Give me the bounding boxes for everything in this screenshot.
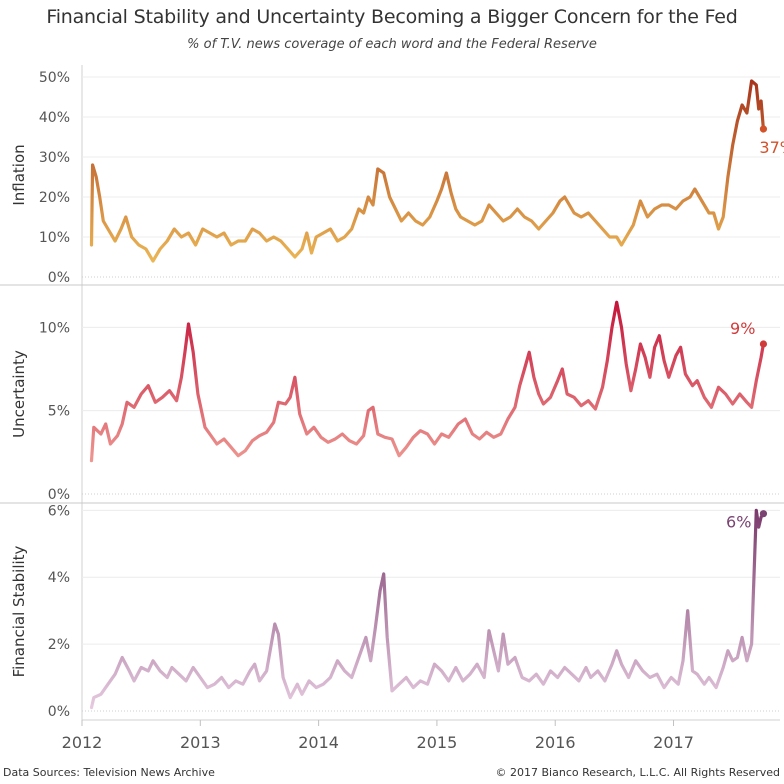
y-axis-label: Uncertainty: [10, 350, 28, 438]
panel-uncertainty: 0% 5% 10% Uncertainty 9%: [0, 284, 784, 503]
y-tick-label: 0%: [48, 704, 70, 720]
x-tick-label: 2017: [653, 733, 694, 752]
y-tick-label: 30%: [39, 150, 70, 166]
y-tick-label: 6%: [48, 503, 70, 519]
panels-layer: 0% 10% 20% 30% 40% 50% Inflation 37% 0% 5% 10% Unce…: [0, 65, 784, 720]
y-axis-label: Financial Stability: [10, 545, 28, 677]
series-line-inflation: [89, 79, 765, 263]
panel-financial-stability: 0% 2% 4% 6% Financial Stability 6%: [0, 502, 784, 720]
x-tick-label: 2014: [298, 733, 339, 752]
series-end-label: 6%: [726, 513, 751, 532]
y-tick-label: 20%: [39, 190, 70, 206]
x-tick-label: 2012: [62, 733, 103, 752]
y-tick-label: 2%: [48, 637, 70, 653]
x-tick-label: 2015: [417, 733, 458, 752]
y-tick-label: 0%: [48, 270, 70, 286]
y-tick-label: 10%: [39, 320, 70, 336]
series-line-uncertainty: [89, 300, 765, 463]
series-end-point: [759, 510, 768, 518]
x-axis: 2012 2013 2014 2015 2016 2017: [62, 719, 780, 752]
chart-subtitle: % of T.V. news coverage of each word and…: [187, 37, 597, 52]
series-end-point: [759, 340, 768, 348]
series-line-financial-stability: [89, 508, 765, 710]
y-tick-label: 0%: [48, 487, 70, 503]
y-tick-label: 5%: [48, 404, 70, 420]
y-axis-label: Inflation: [10, 144, 28, 205]
y-tick-label: 10%: [39, 230, 70, 246]
data-source-note: Data Sources: Television News Archive: [3, 766, 215, 779]
y-tick-label: 50%: [39, 70, 70, 86]
x-tick-label: 2016: [535, 733, 576, 752]
series-end-point: [759, 125, 768, 133]
copyright-note: © 2017 Bianco Research, L.L.C. All Right…: [495, 766, 780, 779]
chart-title: Financial Stability and Uncertainty Beco…: [46, 6, 738, 28]
y-tick-label: 4%: [48, 570, 70, 586]
panel-inflation: 0% 10% 20% 30% 40% 50% Inflation 37%: [10, 70, 784, 286]
y-tick-label: 40%: [39, 110, 70, 126]
series-end-label: 9%: [730, 319, 755, 338]
series-end-label: 37%: [759, 138, 784, 157]
x-tick-label: 2013: [180, 733, 221, 752]
